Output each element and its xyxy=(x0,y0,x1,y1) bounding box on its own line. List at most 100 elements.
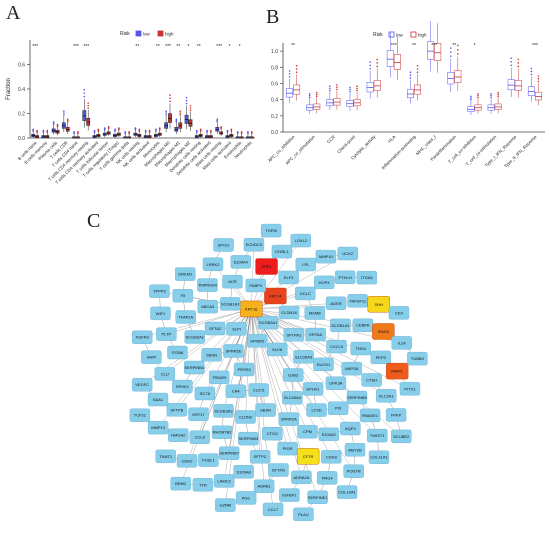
network-node: TNNT1 xyxy=(155,449,176,464)
node-box xyxy=(327,401,349,415)
significance-label: ** xyxy=(291,43,295,49)
node-label: RHOBTB2 xyxy=(213,430,233,435)
node-label: KRT14 xyxy=(269,293,282,298)
node-label: PRG4 xyxy=(322,475,334,480)
node-box xyxy=(147,392,169,407)
network-node: TFAP2A xyxy=(175,310,196,324)
network-edge xyxy=(251,308,378,436)
outlier-point xyxy=(220,126,222,128)
node-box xyxy=(208,370,230,385)
outlier-point xyxy=(169,97,171,99)
outlier-point xyxy=(230,128,233,131)
outlier-point xyxy=(490,94,492,97)
network-edge xyxy=(251,308,354,472)
node-label: GCLC xyxy=(300,291,311,296)
outlier-point xyxy=(66,119,69,122)
network-node-hub: SHH xyxy=(367,296,390,313)
box-low-3 xyxy=(61,110,66,133)
outlier-point xyxy=(517,65,520,68)
node-box xyxy=(293,507,314,521)
outlier-point xyxy=(83,92,86,94)
node-box xyxy=(367,296,390,313)
node-label: KRT16 xyxy=(245,306,258,311)
node-label: SFTPC xyxy=(254,454,267,459)
outlier-point xyxy=(52,122,55,124)
outlier-point xyxy=(124,130,127,133)
box-low-6 xyxy=(407,71,414,104)
node-label: TNS4 xyxy=(356,346,367,351)
node-box xyxy=(213,404,234,418)
panel-label-a: A xyxy=(6,2,21,24)
node-label: PIGR xyxy=(283,446,293,451)
outlier-point xyxy=(226,129,229,132)
outlier-point xyxy=(42,129,45,132)
node-box xyxy=(262,426,283,441)
network-node: PGC xyxy=(235,491,257,505)
x-tick-label: Inflammation-promoting xyxy=(381,134,418,171)
network-node-hub: KRT14 xyxy=(264,287,287,305)
box-high-2 xyxy=(55,123,60,136)
node-label: SNAI2 xyxy=(378,329,390,334)
node-box xyxy=(356,270,378,285)
outlier-point xyxy=(349,86,351,89)
outlier-point xyxy=(315,91,318,94)
legend-title: Risk xyxy=(373,32,383,38)
node-label: CDH2 xyxy=(182,458,194,463)
network-node: IL1A xyxy=(391,336,412,350)
node-label: TGFBI xyxy=(265,228,277,233)
node-box xyxy=(399,382,421,396)
outlier-point xyxy=(376,62,379,64)
network-node: PLTP xyxy=(156,327,177,341)
node-label: SBSN xyxy=(260,408,271,413)
node-label: PKP3 xyxy=(376,355,387,360)
outlier-point xyxy=(308,96,311,99)
box-low-8 xyxy=(447,47,455,93)
node-box xyxy=(304,306,326,320)
network-node: SAA1 xyxy=(147,392,169,407)
box-low-21 xyxy=(246,130,250,139)
significance-label: *** xyxy=(216,44,222,50)
node-layer: GJB3 CLIC5 KLK8 SLC26A4 PRSS3 SLC26A9 SBSN SPIN… xyxy=(129,223,428,521)
box-low-2 xyxy=(326,85,334,111)
node-label: PITX1 xyxy=(404,386,416,391)
box-high-0 xyxy=(293,65,301,101)
node-label: ADRB1 xyxy=(257,484,271,489)
box-high-14 xyxy=(178,110,183,133)
node-label: CDX xyxy=(395,310,404,315)
outlier-point xyxy=(369,67,371,70)
node-box xyxy=(279,488,300,502)
node-box xyxy=(243,238,265,252)
outlier-point xyxy=(103,127,106,129)
outlier-point xyxy=(409,77,412,79)
node-box xyxy=(302,382,324,396)
network-edge xyxy=(251,308,308,432)
box-high-13 xyxy=(168,94,172,129)
outlier-point xyxy=(179,112,182,114)
node-label: SCGB3A1 xyxy=(259,320,278,325)
outlier-point xyxy=(87,104,89,107)
outlier-point xyxy=(118,127,120,129)
significance-label: *** xyxy=(391,43,397,49)
node-label: UCK2 xyxy=(342,251,353,256)
box-low-5 xyxy=(386,32,394,78)
node-box xyxy=(318,427,339,441)
outlier-point xyxy=(216,121,219,123)
network-node: SFTPB xyxy=(166,403,188,417)
network-node: CHI3L1 xyxy=(271,244,293,259)
node-box xyxy=(295,286,316,301)
outlier-point xyxy=(236,130,239,133)
outlier-point xyxy=(510,60,513,63)
network-node: FOSL1 xyxy=(198,453,219,467)
outlier-point xyxy=(87,107,89,109)
y-tick-label: 1.0 xyxy=(271,49,278,55)
box-low-7 xyxy=(102,127,107,138)
node-box xyxy=(141,350,162,364)
network-node: TNFSF11 xyxy=(347,294,368,308)
y-tick-label: 0.6 xyxy=(18,63,25,69)
outlier-point xyxy=(329,89,331,92)
node-label: TNNT1 xyxy=(159,454,173,459)
box-high-9 xyxy=(474,93,482,114)
outlier-point xyxy=(308,93,311,95)
box-low-1 xyxy=(41,129,46,139)
node-label: ABCA3 xyxy=(201,304,215,309)
